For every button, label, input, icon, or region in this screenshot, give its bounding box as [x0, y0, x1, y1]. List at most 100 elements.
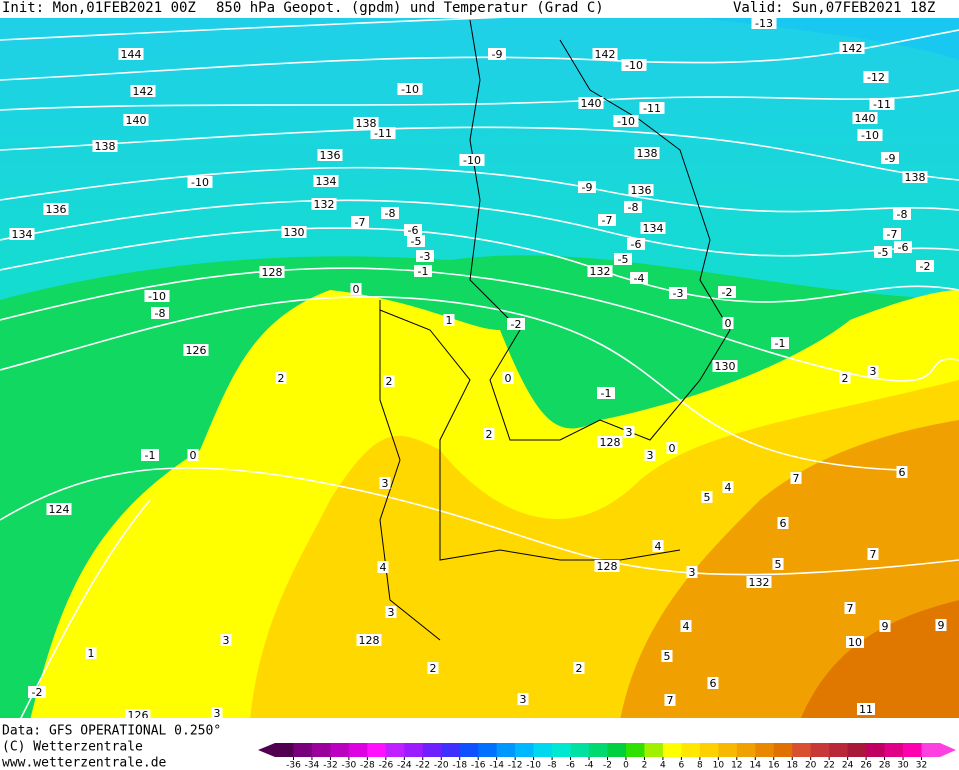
contour-label: 128	[262, 266, 283, 279]
contour-label: -10	[191, 176, 209, 189]
contour-label: 3	[214, 707, 221, 720]
contour-label: -1	[601, 387, 612, 400]
contour-label: 5	[664, 650, 671, 663]
contour-label: -11	[643, 102, 661, 115]
contour-label-box	[857, 703, 875, 715]
legend-tick-label: -26	[378, 761, 393, 770]
contour-label-box	[666, 442, 678, 454]
contour-label-box	[624, 201, 642, 213]
contour-label-box	[404, 224, 422, 236]
contour-label-box	[151, 307, 169, 319]
contour-label: -10	[463, 154, 481, 167]
contour-label: 2	[842, 372, 849, 385]
legend-tick-label: -22	[415, 761, 430, 770]
contour-label: 140	[855, 112, 876, 125]
contour-label-box	[680, 620, 692, 632]
contour-label: -10	[861, 129, 879, 142]
legend-swatch	[884, 743, 904, 757]
contour-label-box	[935, 619, 947, 631]
legend-tick-label: -14	[489, 761, 504, 770]
contour-label-box	[281, 226, 307, 238]
contour-label-box	[894, 241, 912, 253]
contour-label: 5	[775, 558, 782, 571]
contour-label-box	[869, 98, 895, 110]
contour-label-box	[790, 472, 802, 484]
legend-tick-label: -18	[452, 761, 467, 770]
legend-swatch	[515, 743, 535, 757]
legend-tick-label: 24	[842, 761, 854, 770]
contour-label: -10	[625, 59, 643, 72]
contour-label-box	[118, 48, 144, 60]
legend-tick-label: -24	[397, 761, 412, 770]
contour-label: 11	[859, 703, 873, 716]
legend-swatch	[921, 743, 941, 757]
contour-label-box	[661, 650, 673, 662]
cold-region	[0, 18, 959, 60]
legend-tick-label: 32	[916, 761, 927, 770]
contour-label-box	[896, 466, 908, 478]
contour-label-box	[379, 477, 391, 489]
contour-label: -6	[631, 238, 642, 251]
contour-label: -10	[401, 83, 419, 96]
contour-label-box	[187, 176, 213, 188]
contour-label-box	[502, 372, 514, 384]
contour-label-box	[275, 372, 287, 384]
contour-label: -1	[418, 265, 429, 278]
contour-label-box	[377, 561, 389, 573]
contour-label-box	[597, 387, 615, 399]
legend-tick-label: -8	[548, 761, 557, 770]
contour-label-box	[587, 265, 613, 277]
contour-label: 1	[88, 647, 95, 660]
legend-swatch	[275, 743, 294, 757]
contour-label-box	[644, 449, 656, 461]
contour-label: 132	[590, 265, 611, 278]
contour-label-box	[259, 266, 285, 278]
legend-tick-label: 22	[823, 761, 834, 770]
contour-label-box	[350, 283, 362, 295]
contour-label: -1	[775, 337, 786, 350]
contour-label: 130	[715, 360, 736, 373]
legend-tick-label: 20	[805, 761, 817, 770]
legend-swatch	[404, 743, 424, 757]
contour-label-box	[427, 662, 439, 674]
legend-tick-label: -30	[342, 761, 357, 770]
contour-label: 2	[386, 375, 393, 388]
legend-swatch	[607, 743, 627, 757]
contour-label-box	[443, 314, 455, 326]
legend-tick-label: 2	[642, 761, 648, 770]
contour-label-box	[893, 208, 911, 220]
contour-label-box	[381, 207, 399, 219]
contour-label: 6	[780, 517, 787, 530]
contour-label: 9	[882, 620, 889, 633]
legend-tick-label: 26	[860, 761, 872, 770]
contour-label-box	[220, 634, 232, 646]
contour-label-box	[123, 114, 149, 126]
contour-label: 10	[848, 636, 862, 649]
contour-label: 3	[388, 606, 395, 619]
contour-label: -10	[617, 115, 635, 128]
contour-label: 128	[597, 560, 618, 573]
contour-label-box	[634, 147, 660, 159]
contour-label: 7	[793, 472, 800, 485]
contour-label-box	[881, 152, 899, 164]
legend-tick-label: 0	[623, 761, 629, 770]
contour-label: 0	[725, 317, 732, 330]
legend-swatch	[718, 743, 738, 757]
contour-label-box	[507, 318, 525, 330]
contour-label-box	[916, 260, 934, 272]
contour-label: 140	[126, 114, 147, 127]
contour-label: 6	[899, 466, 906, 479]
contour-label-box	[718, 286, 736, 298]
contour-label: -3	[420, 250, 431, 263]
legend-swatch	[422, 743, 442, 757]
legend-swatch	[773, 743, 793, 757]
legend-swatch	[441, 743, 461, 757]
legend-tick-label: 30	[897, 761, 909, 770]
contour-label: 7	[847, 602, 854, 615]
contour-label-box	[597, 436, 623, 448]
legend-swatch	[330, 743, 350, 757]
legend-tick-label: -36	[286, 761, 301, 770]
contour-label: -8	[385, 207, 396, 220]
contour-label-box	[867, 365, 879, 377]
